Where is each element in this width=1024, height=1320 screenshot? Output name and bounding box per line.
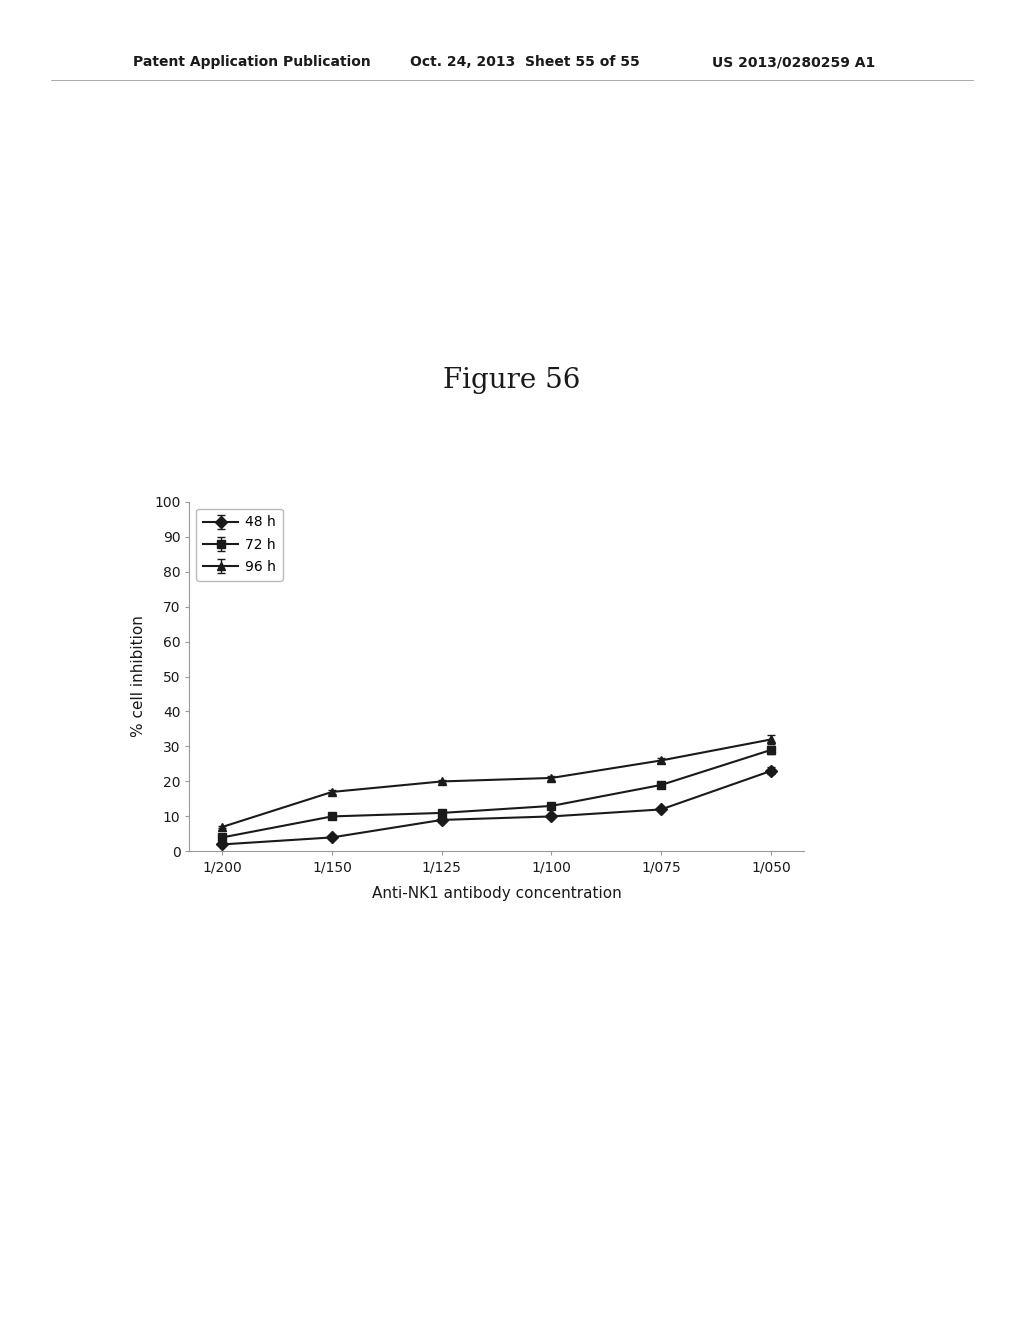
Text: US 2013/0280259 A1: US 2013/0280259 A1 (712, 55, 874, 70)
Legend: 48 h, 72 h, 96 h: 48 h, 72 h, 96 h (197, 508, 283, 581)
Text: Oct. 24, 2013  Sheet 55 of 55: Oct. 24, 2013 Sheet 55 of 55 (410, 55, 639, 70)
Text: Figure 56: Figure 56 (443, 367, 581, 393)
X-axis label: Anti-NK1 antibody concentration: Anti-NK1 antibody concentration (372, 886, 622, 900)
Text: Patent Application Publication: Patent Application Publication (133, 55, 371, 70)
Y-axis label: % cell inhibition: % cell inhibition (131, 615, 145, 738)
